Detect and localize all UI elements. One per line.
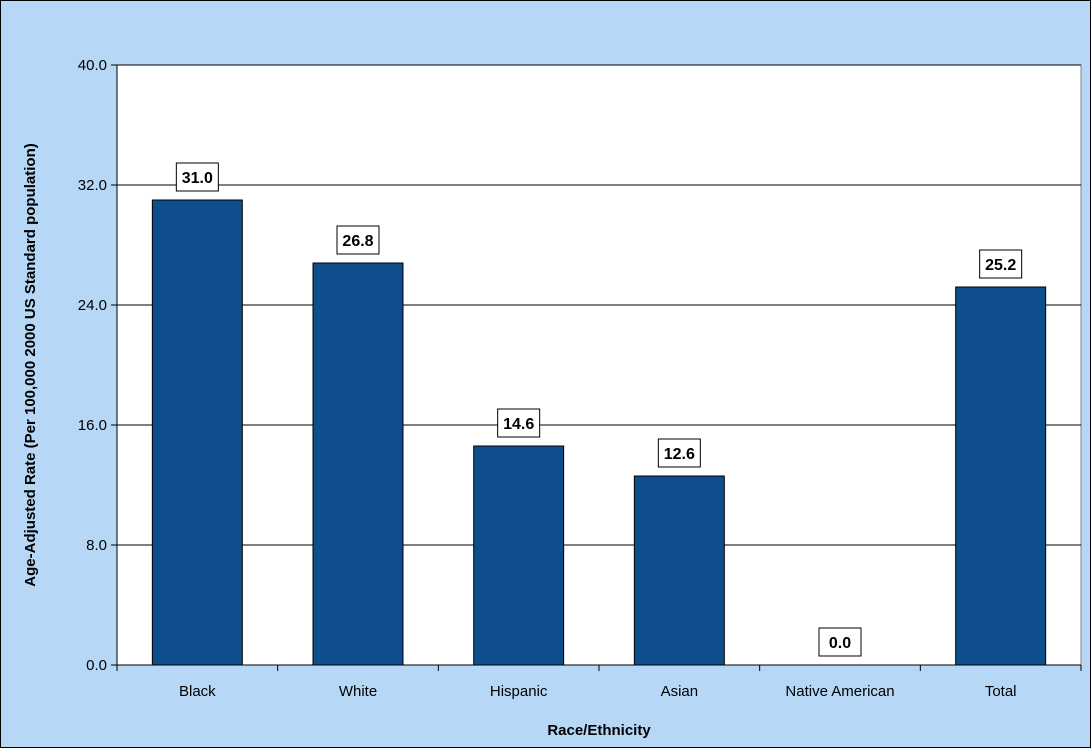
data-label-text: 0.0 xyxy=(829,635,851,652)
x-tick-label: White xyxy=(339,683,377,700)
gridlines xyxy=(117,64,1081,546)
data-label: 31.0 xyxy=(175,162,219,192)
y-tick-label: 24.0 xyxy=(78,297,107,314)
data-label-text: 31.0 xyxy=(182,170,213,187)
x-tick-label: Total xyxy=(985,683,1017,700)
bar-asian xyxy=(633,475,725,666)
y-tick-labels: 0.0 8.0 16.0 24.0 32.0 40.0 xyxy=(78,57,107,674)
data-label-box xyxy=(175,162,219,192)
data-label-box xyxy=(336,225,380,255)
y-tick-label: 40.0 xyxy=(78,57,107,74)
data-label-text: 12.6 xyxy=(664,446,695,463)
data-label-text: 14.6 xyxy=(503,416,534,433)
x-axis-title: Race/Ethnicity xyxy=(547,722,651,739)
x-tick-label: Black xyxy=(179,683,216,700)
plot-area xyxy=(116,64,1082,666)
x-tick-label: Hispanic xyxy=(490,683,548,700)
data-label-box xyxy=(657,438,701,468)
bar-hispanic xyxy=(473,445,565,666)
axes xyxy=(111,64,1082,671)
bars xyxy=(151,199,1047,666)
data-label-text: 26.8 xyxy=(342,233,373,250)
data-label: 12.6 xyxy=(657,438,701,468)
y-tick-label: 32.0 xyxy=(78,177,107,194)
x-tick-label: Native American xyxy=(785,683,894,700)
y-tick-label: 8.0 xyxy=(86,537,107,554)
y-tick-label: 16.0 xyxy=(78,417,107,434)
data-label: 14.6 xyxy=(497,408,541,438)
x-tick-labels: Black White Hispanic Asian Native American To… xyxy=(179,683,1017,700)
data-label: 25.2 xyxy=(979,249,1023,279)
data-label-text: 25.2 xyxy=(985,257,1016,274)
bar-black xyxy=(151,199,243,666)
x-tick-label: Asian xyxy=(661,683,699,700)
bar-white xyxy=(312,262,404,666)
data-label-box xyxy=(497,408,541,438)
bar-total xyxy=(955,286,1047,666)
data-label-box xyxy=(979,249,1023,279)
data-labels: 31.0 26.8 14.6 12.6 0.0 25.2 xyxy=(175,162,1023,657)
y-tick-label: 0.0 xyxy=(86,657,107,674)
data-label: 26.8 xyxy=(336,225,380,255)
y-axis-title: Age-Adjusted Rate (Per 100,000 2000 US S… xyxy=(22,143,39,586)
data-label: 0.0 xyxy=(818,627,862,657)
data-label-box xyxy=(818,627,862,657)
